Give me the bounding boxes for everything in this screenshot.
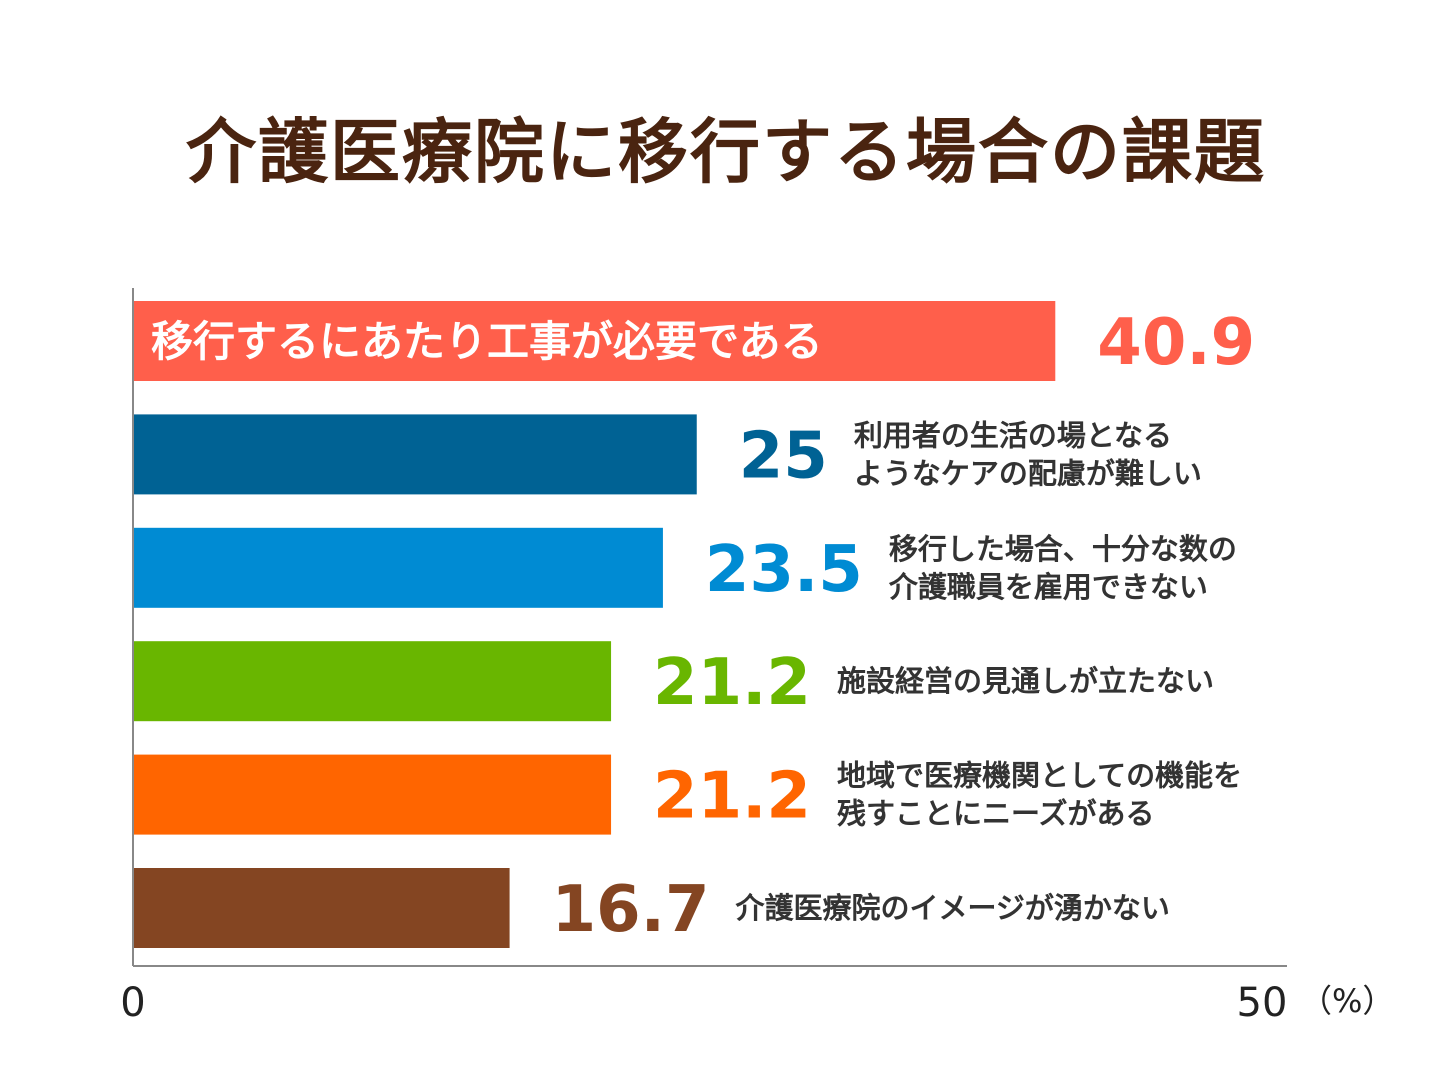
bar-3 bbox=[133, 641, 612, 722]
value-label-0: 40.9 bbox=[1097, 306, 1255, 380]
category-label-1: 利用者の生活の場となるようなケアの配慮が難しい bbox=[854, 418, 1202, 490]
chart-title: 介護医療院に移行する場合の課題 bbox=[186, 111, 1266, 193]
category-label-3: 施設経営の見通しが立たない bbox=[837, 664, 1214, 698]
bar-4 bbox=[133, 754, 612, 835]
bar-5 bbox=[133, 868, 510, 948]
value-label-2: 23.5 bbox=[705, 533, 863, 607]
bar-1 bbox=[133, 414, 697, 495]
value-label-1: 25 bbox=[739, 419, 828, 493]
category-label-4: 地域で医療機関としての機能を残すことにニーズがある bbox=[837, 759, 1242, 831]
category-label-2: 移行した場合、十分な数の介護職員を雇用できない bbox=[888, 532, 1237, 604]
bar-2 bbox=[133, 527, 663, 608]
category-label-5: 介護医療院のイメージが湧かない bbox=[734, 891, 1169, 925]
unit-label: （%） bbox=[1300, 982, 1394, 1020]
value-label-5: 16.7 bbox=[552, 873, 710, 947]
category-label-0: 移行するにあたり工事が必要である bbox=[151, 317, 823, 366]
bar-0 bbox=[133, 301, 1056, 381]
x-tick-label-50: 50 bbox=[1237, 980, 1288, 1026]
value-label-4: 21.2 bbox=[653, 760, 811, 834]
bars-layer: 移行するにあたり工事が必要である 40.9 25 利用者の生活の場となるようなケアの配… bbox=[133, 301, 1255, 948]
value-label-3: 21.2 bbox=[653, 646, 811, 720]
x-tick-label-0: 0 bbox=[120, 980, 145, 1026]
